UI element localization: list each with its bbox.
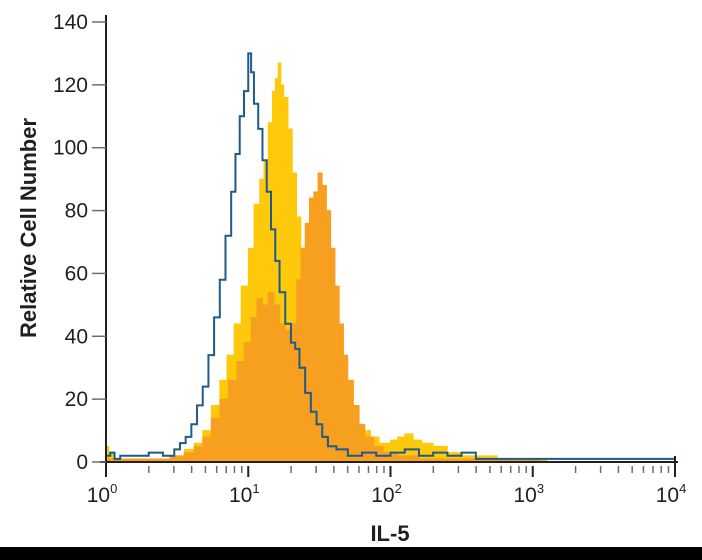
histogram-series-layer [105, 52, 675, 463]
x-tick-label: 103 [513, 481, 544, 507]
y-axis-label: Relative Cell Number [16, 118, 41, 339]
y-tick-label: 80 [65, 200, 88, 223]
y-tick-label: 140 [53, 11, 88, 34]
y-tick-label: 100 [53, 137, 88, 160]
histogram-series-1 [105, 172, 541, 463]
y-tick-label: 120 [53, 74, 88, 97]
y-tick-label: 60 [65, 262, 88, 285]
y-tick-label: 0 [76, 451, 88, 474]
y-tick-label: 20 [65, 388, 88, 411]
y-axis-ticks: 0 20 40 60 80 100 120 140 [53, 11, 106, 474]
x-tick-label: 104 [656, 481, 687, 507]
x-tick-label: 102 [371, 481, 402, 507]
histogram-series-2 [106, 52, 675, 460]
x-tick-label: 100 [87, 481, 118, 507]
y-tick-label: 40 [65, 325, 88, 348]
bottom-black-bar [0, 547, 702, 560]
x-axis-label: IL-5 [370, 521, 409, 546]
axes: 0 20 40 60 80 100 120 140 100 101 102 103 104 [53, 11, 686, 507]
x-axis-ticks: 100 101 102 103 104 [87, 456, 687, 507]
x-tick-label: 101 [229, 481, 260, 507]
